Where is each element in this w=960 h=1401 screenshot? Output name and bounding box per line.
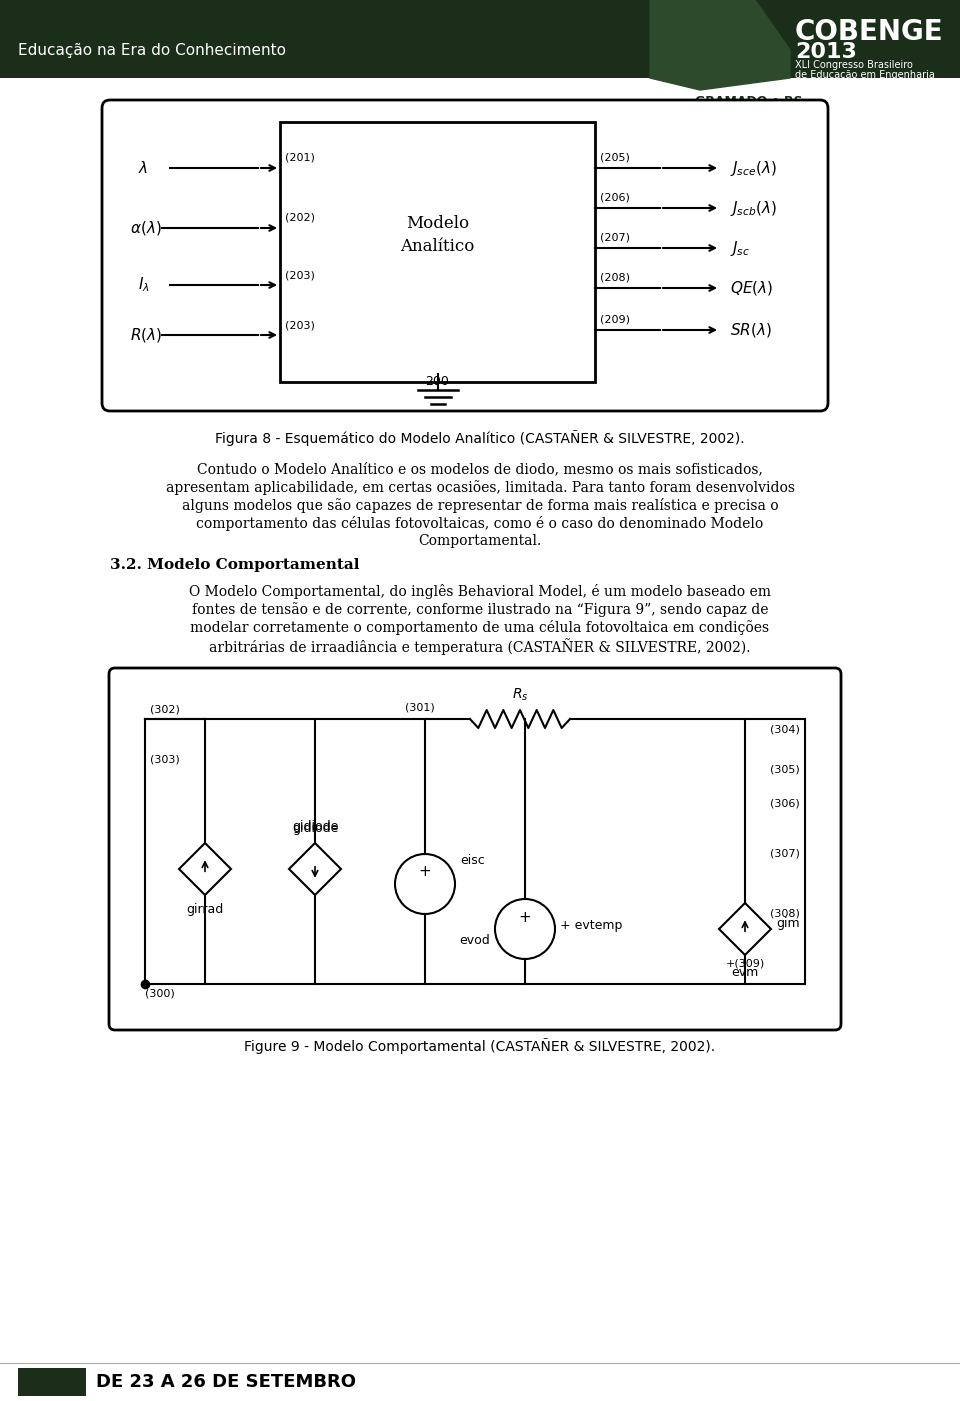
Text: comportamento das células fotovoltaicas, como é o caso do denominado Modelo: comportamento das células fotovoltaicas,… [197, 516, 763, 531]
Text: (202): (202) [285, 213, 315, 223]
Text: +: + [419, 864, 431, 880]
FancyBboxPatch shape [102, 99, 828, 410]
Text: (201): (201) [285, 153, 315, 163]
Text: $R(\lambda)$: $R(\lambda)$ [130, 326, 162, 345]
Text: XLI Congresso Brasileiro: XLI Congresso Brasileiro [795, 60, 913, 70]
Text: (308): (308) [770, 909, 800, 919]
Text: $\lambda$: $\lambda$ [138, 160, 148, 177]
Text: apresentam aplicabilidade, em certas ocasiões, limitada. Para tanto foram desenv: apresentam aplicabilidade, em certas oca… [165, 481, 795, 495]
Text: + evtemp: + evtemp [560, 919, 622, 932]
Text: $I_\lambda$: $I_\lambda$ [138, 276, 150, 294]
Text: DE 23 A 26 DE SETEMBRO: DE 23 A 26 DE SETEMBRO [96, 1373, 356, 1391]
Text: $J_{sce}(\lambda)$: $J_{sce}(\lambda)$ [730, 158, 777, 178]
Text: O Modelo Comportamental, do inglês Behavioral Model, é um modelo baseado em: O Modelo Comportamental, do inglês Behav… [189, 584, 771, 600]
Text: 200: 200 [425, 375, 449, 388]
Text: eisc: eisc [460, 855, 485, 867]
Text: (303): (303) [150, 754, 180, 764]
Text: evm: evm [732, 967, 758, 979]
Text: 3.2. Modelo Comportamental: 3.2. Modelo Comportamental [110, 558, 359, 572]
Text: (302): (302) [150, 703, 180, 715]
Text: gidiode: gidiode [292, 820, 338, 834]
Text: Educação na Era do Conhecimento: Educação na Era do Conhecimento [18, 43, 286, 57]
Text: (307): (307) [770, 849, 800, 859]
Text: 2013: 2013 [795, 42, 857, 62]
Text: (203): (203) [285, 270, 315, 280]
Text: Contudo o Modelo Analítico e os modelos de diodo, mesmo os mais sofisticados,: Contudo o Modelo Analítico e os modelos … [197, 462, 763, 476]
Text: COBENGE: COBENGE [795, 18, 944, 46]
Text: (207): (207) [600, 233, 630, 242]
Text: (300): (300) [145, 989, 175, 999]
Polygon shape [650, 0, 790, 90]
Text: $J_{scb}(\lambda)$: $J_{scb}(\lambda)$ [730, 199, 778, 217]
Bar [280, 122, 595, 382]
Text: Figura 8 - Esquemático do Modelo Analítico (CASTAÑER & SILVESTRE, 2002).: Figura 8 - Esquemático do Modelo Analíti… [215, 430, 745, 446]
Text: GRAMADO • RS: GRAMADO • RS [695, 95, 803, 108]
Text: +(309): +(309) [726, 960, 764, 969]
Text: arbitrárias de irraadiância e temperatura (CASTAÑER & SILVESTRE, 2002).: arbitrárias de irraadiância e temperatur… [209, 637, 751, 654]
Text: $J_{sc}$: $J_{sc}$ [730, 238, 751, 258]
Text: (301): (301) [405, 702, 435, 712]
Text: $\alpha(\lambda)$: $\alpha(\lambda)$ [130, 219, 161, 237]
Text: (206): (206) [600, 193, 630, 203]
Text: (203): (203) [285, 319, 315, 331]
Text: modelar corretamente o comportamento de uma célula fotovoltaica em condições: modelar corretamente o comportamento de … [190, 621, 770, 635]
Text: $QE(\lambda)$: $QE(\lambda)$ [730, 279, 773, 297]
FancyBboxPatch shape [109, 668, 841, 1030]
Text: +: + [518, 909, 532, 925]
Text: fontes de tensão e de corrente, conforme ilustrado na “Figura 9”, sendo capaz de: fontes de tensão e de corrente, conforme… [192, 602, 768, 616]
Bar [0, 0, 960, 78]
Bar [18, 1367, 86, 1395]
Text: girrad: girrad [186, 904, 224, 916]
Text: $R_s$: $R_s$ [512, 686, 528, 703]
Text: (205): (205) [600, 153, 630, 163]
Text: gidiode: gidiode [292, 822, 338, 835]
Text: $SR(\lambda)$: $SR(\lambda)$ [730, 321, 772, 339]
Text: Modelo
Analítico: Modelo Analítico [400, 214, 474, 255]
Text: Comportamental.: Comportamental. [419, 534, 541, 548]
Text: evod: evod [459, 934, 490, 947]
Text: (304): (304) [770, 724, 800, 734]
Text: (305): (305) [770, 764, 800, 773]
Text: (306): (306) [770, 799, 800, 808]
Text: de Educação em Engenharia: de Educação em Engenharia [795, 70, 935, 80]
Text: (209): (209) [600, 315, 630, 325]
Text: alguns modelos que são capazes de representar de forma mais realística e precisa: alguns modelos que são capazes de repres… [181, 497, 779, 513]
Text: Figure 9 - Modelo Comportamental (CASTAÑER & SILVESTRE, 2002).: Figure 9 - Modelo Comportamental (CASTAÑ… [245, 1038, 715, 1054]
Text: (208): (208) [600, 273, 630, 283]
Text: gim: gim [776, 918, 800, 930]
